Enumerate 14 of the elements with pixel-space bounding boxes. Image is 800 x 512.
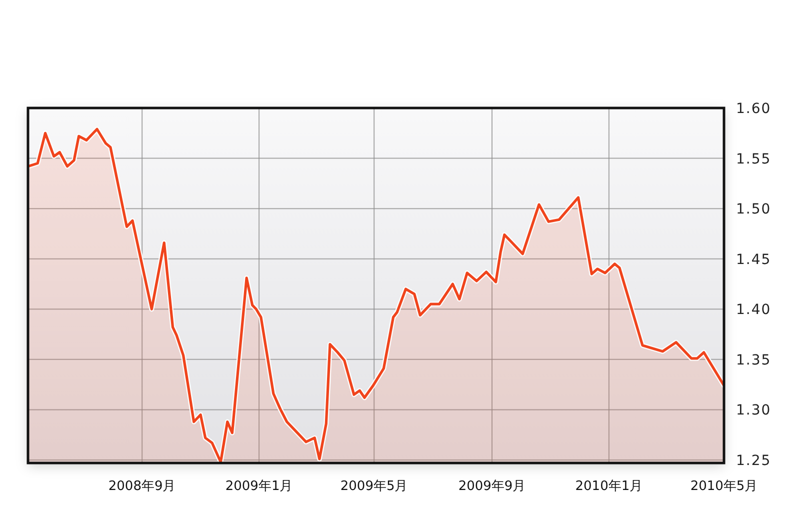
x-tick-label: 2010年5月 bbox=[690, 479, 758, 494]
y-tick-label: 1.30 bbox=[736, 402, 772, 419]
y-tick-label: 1.45 bbox=[736, 252, 772, 268]
x-tick-label: 2010年1月 bbox=[575, 479, 643, 494]
x-tick-label: 2008年9月 bbox=[108, 479, 176, 494]
y-tick-label: 1.55 bbox=[736, 151, 772, 168]
y-tick-label: 1.40 bbox=[736, 302, 772, 318]
y-tick-label: 1.25 bbox=[736, 452, 772, 469]
x-tick-label: 2009年5月 bbox=[340, 479, 408, 494]
y-tick-label: 1.60 bbox=[736, 101, 772, 117]
x-tick-label: 2009年9月 bbox=[458, 479, 526, 494]
y-tick-label: 1.50 bbox=[736, 202, 772, 218]
y-tick-label: 1.35 bbox=[736, 352, 772, 368]
x-tick-label: 2009年1月 bbox=[225, 479, 293, 494]
